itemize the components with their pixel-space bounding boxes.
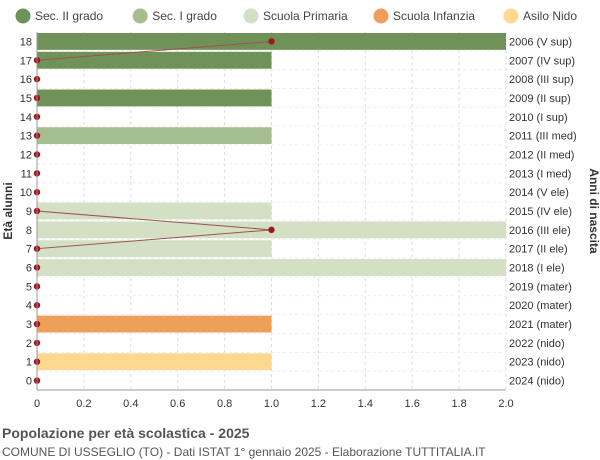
bar-age-13 bbox=[37, 127, 272, 144]
age-tick-3: 3 bbox=[26, 319, 32, 331]
birth-tick-0: 2024 (nido) bbox=[509, 376, 565, 388]
age-tick-18: 18 bbox=[20, 36, 32, 48]
bar-age-9 bbox=[37, 203, 272, 220]
age-tick-2: 2 bbox=[26, 338, 32, 350]
x-tick-label: 1.6 bbox=[405, 398, 420, 410]
birth-tick-6: 2018 (I ele) bbox=[509, 263, 565, 275]
legend-item-sec2: Sec. II grado bbox=[16, 9, 104, 24]
legend-label-sec1: Sec. I grado bbox=[152, 9, 217, 23]
age-tick-8: 8 bbox=[26, 225, 32, 237]
legend-marker-sec2 bbox=[16, 9, 31, 24]
x-tick-label: 0 bbox=[34, 398, 40, 410]
y-axis-title: Età alunni bbox=[1, 182, 15, 239]
birth-tick-17: 2007 (IV sup) bbox=[509, 55, 575, 67]
age-tick-9: 9 bbox=[26, 206, 32, 218]
birth-tick-15: 2009 (II sup) bbox=[509, 93, 571, 105]
birth-tick-2: 2022 (nido) bbox=[509, 338, 565, 350]
birth-tick-10: 2014 (V ele) bbox=[509, 187, 569, 199]
legend-item-nido: Asilo Nido bbox=[504, 9, 578, 24]
birth-tick-12: 2012 (II med) bbox=[509, 149, 574, 161]
age-tick-4: 4 bbox=[26, 300, 32, 312]
x-tick-label: 0.4 bbox=[123, 398, 138, 410]
birth-tick-7: 2017 (II ele) bbox=[509, 244, 568, 256]
legend-label-nido: Asilo Nido bbox=[523, 9, 577, 23]
age-tick-11: 11 bbox=[21, 168, 32, 180]
legend-item-inf: Scuola Infanzia bbox=[374, 9, 476, 24]
birth-tick-4: 2020 (mater) bbox=[509, 300, 572, 312]
age-tick-6: 6 bbox=[26, 263, 32, 275]
bar-age-3 bbox=[37, 316, 272, 333]
birth-tick-9: 2015 (IV ele) bbox=[509, 206, 572, 218]
birth-tick-8: 2016 (III ele) bbox=[509, 225, 571, 237]
x-tick-label: 1.2 bbox=[311, 398, 326, 410]
footer-subtitle: COMUNE DI USSEGLIO (TO) - Dati ISTAT 1° … bbox=[2, 445, 486, 459]
bar-age-17 bbox=[37, 52, 272, 69]
legend-marker-sec1 bbox=[133, 9, 148, 24]
age-tick-10: 10 bbox=[20, 187, 32, 199]
birth-tick-14: 2010 (I sup) bbox=[509, 112, 568, 124]
age-tick-12: 12 bbox=[20, 149, 32, 161]
x-tick-label: 2.0 bbox=[498, 398, 513, 410]
birth-tick-1: 2023 (nido) bbox=[509, 357, 565, 369]
birth-tick-5: 2019 (mater) bbox=[509, 281, 572, 293]
birth-tick-3: 2021 (mater) bbox=[509, 319, 572, 331]
bar-age-6 bbox=[37, 259, 506, 276]
bar-age-15 bbox=[37, 90, 272, 107]
x-tick-label: 0.8 bbox=[217, 398, 232, 410]
legend-item-sec1: Sec. I grado bbox=[133, 9, 218, 24]
x-tick-label: 0.2 bbox=[76, 398, 91, 410]
legend-label-prim: Scuola Primaria bbox=[263, 9, 348, 23]
legend-marker-nido bbox=[504, 9, 519, 24]
age-tick-14: 14 bbox=[20, 112, 32, 124]
age-tick-0: 0 bbox=[26, 376, 32, 388]
legend-label-inf: Scuola Infanzia bbox=[393, 9, 475, 23]
x-tick-label: 1.8 bbox=[451, 398, 466, 410]
legend-item-prim: Scuola Primaria bbox=[244, 9, 349, 24]
age-tick-5: 5 bbox=[26, 281, 32, 293]
birth-tick-18: 2006 (V sup) bbox=[509, 36, 572, 48]
birth-tick-11: 2013 (I med) bbox=[509, 168, 571, 180]
age-tick-7: 7 bbox=[26, 244, 32, 256]
birth-tick-13: 2011 (III med) bbox=[509, 131, 577, 143]
age-tick-1: 1 bbox=[26, 357, 32, 369]
legend-marker-prim bbox=[244, 9, 259, 24]
legend-label-sec2: Sec. II grado bbox=[35, 9, 103, 23]
bar-age-1 bbox=[37, 353, 272, 370]
legend-marker-inf bbox=[374, 9, 389, 24]
birth-tick-16: 2008 (III sup) bbox=[509, 74, 574, 86]
age-tick-17: 17 bbox=[20, 55, 32, 67]
bar-age-7 bbox=[37, 240, 272, 257]
school-age-chart: Sec. II grado Sec. I grado Scuola Primaria… bbox=[0, 0, 600, 420]
age-tick-16: 16 bbox=[20, 74, 32, 86]
x-tick-label: 0.6 bbox=[170, 398, 185, 410]
y-axis-title-right: Anni di nascita bbox=[587, 168, 600, 254]
stranieri-point-age-18 bbox=[268, 38, 274, 44]
footer-title: Popolazione per età scolastica - 2025 bbox=[2, 425, 249, 441]
legend: Sec. II grado Sec. I grado Scuola Primaria… bbox=[16, 9, 600, 24]
x-tick-label: 1.0 bbox=[264, 398, 279, 410]
stranieri-point-age-8 bbox=[268, 227, 274, 233]
age-tick-15: 15 bbox=[20, 93, 32, 105]
x-tick-label: 1.4 bbox=[358, 398, 373, 410]
age-tick-13: 13 bbox=[20, 131, 32, 143]
